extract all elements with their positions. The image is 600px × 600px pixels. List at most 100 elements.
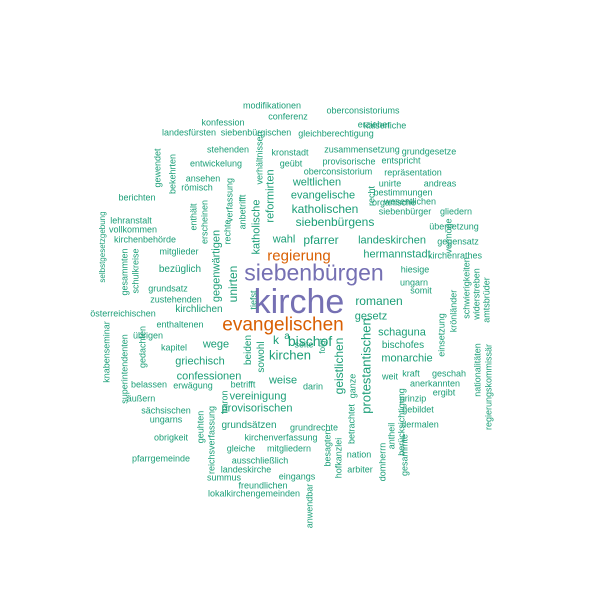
word-bischofes: bischofes	[381, 340, 425, 351]
word-anbetrifft: anbetrifft	[237, 194, 248, 230]
word-a: a	[284, 331, 290, 342]
word-geuhten: geuhten	[195, 410, 206, 444]
word-siebenbuerger: siebenbürger	[378, 206, 432, 217]
word-siebenbuergens: siebenbürgens	[295, 215, 375, 229]
word-antheil: antheil	[386, 422, 397, 450]
word-geistlichen: geistlichen	[332, 337, 346, 395]
word-sowohl: sowohl	[256, 341, 267, 373]
word-enthaelt: enthält	[188, 203, 199, 231]
word-betrachtet: betrachtet	[346, 403, 357, 445]
word-uebrigen: übrigen	[132, 330, 164, 341]
word-ergibt: ergibt	[432, 387, 456, 398]
word-gegenwaertigen: gegenwärtigen	[210, 229, 223, 303]
word-evangelischen: evangelischen	[222, 314, 344, 336]
word-oesterreichischen: österreichischen	[90, 308, 156, 319]
word-somit: somit	[410, 285, 432, 296]
word-repraesentation: repräsentation	[384, 167, 442, 178]
word-kaiserliche: kaiserliche	[363, 120, 407, 131]
word-entwickelung: entwickelung	[189, 158, 243, 169]
word-knabenseminar: knabenseminar	[101, 321, 112, 383]
word-protestantischen: protestantischen	[358, 318, 374, 414]
word-zusammensetzung: zusammensetzung	[324, 144, 400, 155]
word-organische: organische	[371, 197, 417, 208]
word-prinzip: prinzip	[399, 393, 427, 404]
word-conferenz: conferenz	[268, 111, 308, 122]
word-bischof: bischof	[287, 333, 333, 349]
word-erscheinen: erscheinen	[199, 199, 210, 245]
word-verfassung: verfassung	[224, 177, 235, 223]
word-gedachten: gedachten	[137, 325, 148, 369]
word-landeskirche: landeskirche	[220, 464, 272, 475]
word-hiesige: hiesige	[400, 264, 430, 275]
word-darin: darin	[302, 381, 324, 392]
word-ungarns: ungarns	[149, 414, 183, 425]
word-hofkanzlei: hofkanzlei	[333, 437, 344, 479]
word-vereinigung: vereinigung	[229, 390, 287, 403]
word-mitgliedern: mitgliedern	[266, 443, 312, 454]
word-unirte: unirte	[378, 178, 402, 189]
word-besagten: besagten	[322, 429, 333, 467]
word-kirchenverfassung: kirchenverfassung	[244, 432, 318, 443]
word-anerkannten: anerkannten	[409, 378, 461, 389]
word-superintendenten: superintendenten	[119, 334, 130, 404]
word-grundsaetzen: grundsätzen	[221, 420, 277, 431]
word-anwendbar: anwendbar	[304, 483, 315, 529]
word-andreas: andreas	[423, 178, 457, 189]
word-kirchlichen: kirchlichen	[175, 304, 223, 315]
word-gegensatz: gegensatz	[437, 236, 479, 247]
word-uebersetzung: übersetzung	[429, 221, 479, 232]
word-folgt: folgt	[318, 338, 327, 354]
word-mitglieder: mitglieder	[159, 246, 199, 257]
word-widerstreben: widerstreben	[471, 268, 482, 320]
word-romanen: romanen	[355, 294, 403, 308]
word-oberconsistoriums: oberconsistoriums	[326, 105, 400, 116]
word-weit: weit	[381, 371, 399, 382]
word-freundlichen: freundlichen	[238, 480, 288, 491]
word-reformirten: reformirten	[264, 169, 277, 223]
word-berichten: berichten	[118, 192, 156, 203]
word-erzieher: erzieher	[357, 119, 391, 130]
word-ganze: ganze	[347, 373, 358, 399]
word-provisorischen: provisorischen	[221, 402, 293, 415]
word-bezueglich: bezüglich	[158, 264, 202, 275]
word-eingangs: eingangs	[278, 471, 316, 482]
word-summus: summus	[206, 472, 242, 483]
word-gleiche: gleiche	[226, 443, 256, 454]
word-weise: weise	[268, 374, 298, 387]
word-erwaegung: erwägung	[173, 380, 213, 391]
word-modifikationen: modifikationen	[242, 100, 302, 111]
word-roemisch: römisch	[181, 182, 213, 193]
word-gesammten: gesammten	[119, 248, 130, 296]
word-schwierigkeiten: schwierigkeiten	[461, 257, 472, 319]
word-verhaeltnissen: verhältnissen	[254, 131, 265, 185]
word-siebenbuergen: siebenbürgen	[244, 259, 384, 286]
word-bestimmungen: bestimmungen	[373, 187, 433, 198]
word-bekehrten: bekehrten	[167, 153, 178, 195]
word-geuebt: geübt	[279, 158, 303, 169]
word-kirchenrathes: kirchenrathes	[427, 250, 483, 261]
word-oberconsistorium: oberconsistorium	[303, 166, 373, 177]
word-grundsatz: grundsatz	[148, 283, 188, 294]
word-gebildet: gebildet	[402, 404, 434, 415]
word-saechsischen: sächsischen	[141, 405, 191, 416]
word-tiefst: tiefst	[248, 290, 259, 310]
word-stehenden: stehenden	[206, 144, 250, 155]
word-wesentlichen: wesentlichen	[383, 196, 437, 207]
word-pfarrer: pfarrer	[303, 233, 339, 247]
word-belassen: belassen	[130, 379, 168, 390]
word-schulkreise: schulkreise	[130, 248, 141, 294]
word-monarchie: monarchie	[381, 352, 433, 365]
word-kapitel: kapitel	[160, 342, 188, 353]
word-provisorische: provisorische	[322, 156, 376, 167]
word-siebenbuergischen: siebenbürgischen	[220, 127, 292, 138]
word-amtsbrueder: amtsbrüder	[481, 277, 492, 323]
word-kirchen: kirchen	[269, 347, 311, 363]
word-ansehen: ansehen	[185, 173, 221, 184]
word-gewendet: gewendet	[152, 148, 163, 188]
word-confessionen: confessionen	[176, 370, 242, 383]
word-hermannstadt: hermannstadt	[363, 248, 431, 261]
word-kronstadt: kronstadt	[271, 147, 309, 158]
word-zustehenden: zustehenden	[150, 294, 202, 305]
word-gliedern: gliedern	[439, 206, 473, 217]
